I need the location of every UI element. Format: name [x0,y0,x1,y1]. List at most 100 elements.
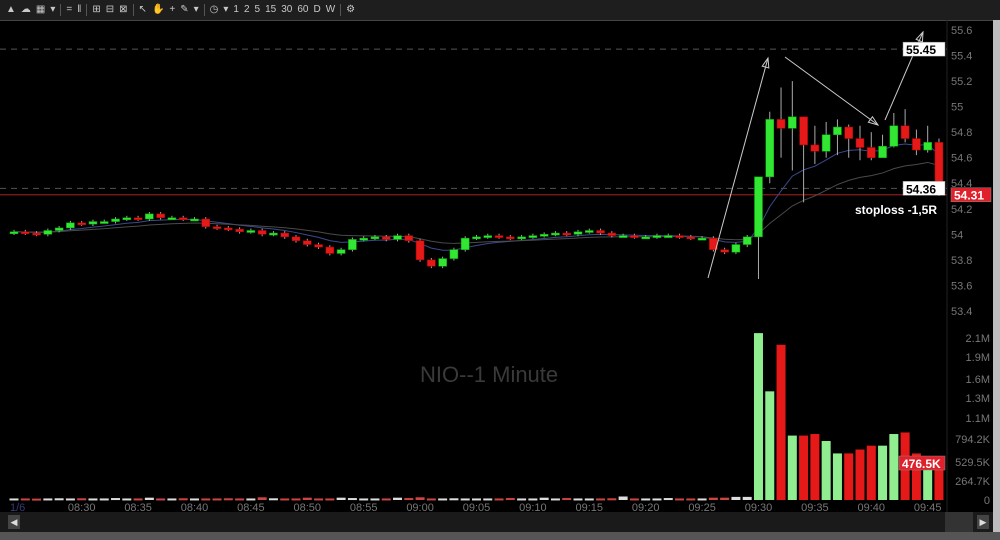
candle [224,227,233,231]
volume-bar [88,498,98,501]
volume-bar [596,498,606,501]
interval-2[interactable]: 2 [243,4,250,15]
candle [788,116,797,129]
candle [404,235,414,241]
candle [381,236,391,240]
candle [686,236,696,240]
volume-bar [415,497,425,500]
candle [348,239,357,250]
interval-1[interactable]: 1 [233,4,239,15]
candle [742,236,752,245]
clock-icon[interactable]: ◷ [209,4,219,15]
volume-bar [54,498,64,501]
candle [630,235,639,238]
candle [720,249,729,253]
volume-bar [787,435,797,500]
candle [257,230,267,235]
candle [923,142,932,151]
volume-tick-label: 1.6M [966,374,990,386]
chart-style-icon[interactable]: ▲ [6,4,16,15]
volume-last-label: 476.5K [902,457,941,471]
price-tick-label: 54 [951,229,963,241]
time-tick-label: 09:40 [858,502,886,512]
candle [201,218,211,227]
volume-bar [675,498,685,501]
volume-tick-label: 1.3M [966,393,990,405]
price-tick-label: 54.4 [951,178,972,190]
vline-icon[interactable]: ‖ [77,4,82,15]
toolbar-items: ▲ ☁ ▦ ▾ = ‖ ⊞ ⊟ ⊠ ↖ ✋ + ✎ ▾ ◷ ▾ 1 2 5 15 30 60 D W ⚙ [6,3,355,17]
candle [652,235,662,238]
volume-bar [686,498,696,501]
stoploss-annotation: stoploss -1,5R [855,203,937,217]
candle [449,249,459,259]
crosshair-icon[interactable]: + [169,4,176,15]
horizontal-scrollbar[interactable]: ◀ ▶ [0,512,993,532]
candle [54,227,64,231]
candle [562,232,571,236]
scroll-thumb[interactable] [945,512,973,532]
volume-bar [438,498,448,501]
toolbar-separator [132,4,134,16]
candle [359,237,368,241]
zoom-fit-icon[interactable]: ⊠ [119,4,128,15]
grid-icon[interactable]: ▦ [35,4,46,15]
candle [111,218,120,222]
pencil-icon[interactable]: ✎ [180,4,189,15]
scroll-left-icon[interactable]: ◀ [8,515,20,529]
volume-bar [235,498,245,501]
candle [178,217,188,220]
candle [427,259,436,267]
volume-bar [641,498,651,501]
volume-bar [111,498,121,501]
volume-bar [663,498,673,501]
hline-icon[interactable]: = [66,4,73,15]
time-tick-label: 09:20 [632,502,660,512]
candle [291,236,301,241]
volume-bar [43,498,53,501]
time-tick-label: 09:15 [576,502,604,512]
volume-bar [122,498,132,501]
last-price-label-box [902,181,946,196]
candle [77,222,86,226]
candle [675,235,684,238]
stoploss-price-label-box [950,187,992,202]
candle [9,231,19,235]
volume-tick-label: 0 [984,495,990,507]
volume-bar [911,453,921,500]
zoom-in-icon[interactable]: ⊞ [92,4,101,15]
cloud-icon[interactable]: ☁ [20,4,31,15]
volume-tick-label: 264.7K [955,476,991,488]
hand-icon[interactable]: ✋ [151,4,165,15]
candle [325,246,335,254]
volume-bar [923,456,933,500]
candle [88,221,98,225]
settings-icon[interactable]: ⚙ [346,4,356,15]
volume-bar [607,498,617,501]
price-volume-chart[interactable]: 55.6 55.4 55.2 55 54.8 54.6 54.4 54.2 54 53.8 53.6… [0,20,993,512]
candle [156,213,165,218]
candle [99,221,109,224]
interval-30[interactable]: 30 [281,4,293,15]
price-tick-label: 55.6 [951,25,972,37]
interval-5[interactable]: 5 [254,4,261,15]
toolbar-separator [340,4,342,16]
scroll-right-icon[interactable]: ▶ [977,515,989,529]
ma-fast-line [13,143,940,251]
cursor-icon[interactable]: ↖ [138,4,147,15]
toolbar: ▲ ☁ ▦ ▾ = ‖ ⊞ ⊟ ⊠ ↖ ✋ + ✎ ▾ ◷ ▾ 1 2 5 15 30 60 D W ⚙ [0,0,1000,21]
last-price-label: 54.36 [906,182,936,196]
zoom-out-icon[interactable]: ⊟ [105,4,115,15]
volume-bar [246,498,256,501]
candle [844,126,853,139]
interval-60[interactable]: 60 [297,4,309,15]
dropdown-icon[interactable]: ▾ [223,4,229,15]
high-price-label-box [902,41,946,57]
dropdown-icon[interactable]: ▾ [50,4,56,15]
volume-bar [934,461,944,500]
interval-15[interactable]: 15 [265,4,277,15]
interval-daily[interactable]: D [313,4,321,15]
dropdown-icon[interactable]: ▾ [193,4,199,15]
interval-weekly[interactable]: W [325,4,336,15]
candle [314,244,323,248]
